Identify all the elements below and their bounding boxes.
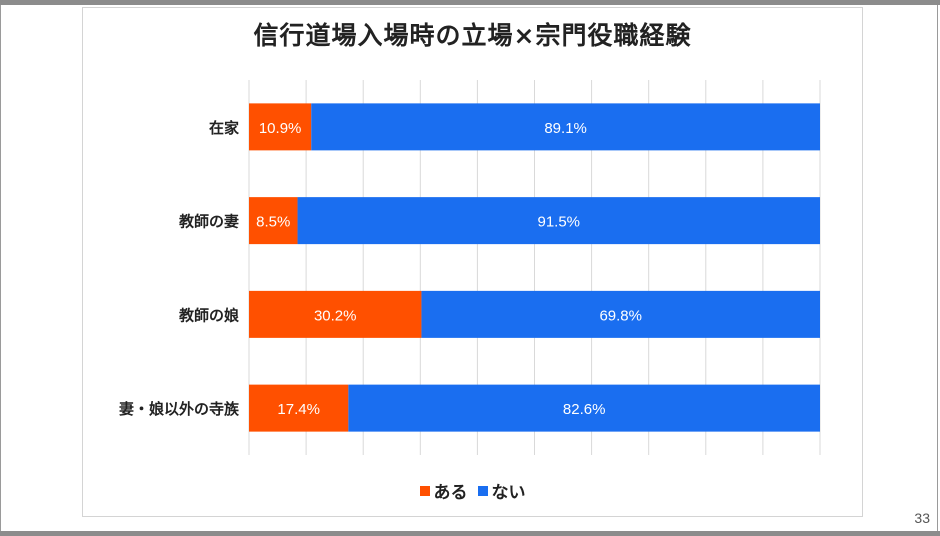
chart-frame bbox=[82, 7, 863, 517]
data-label: 17.4% bbox=[277, 401, 320, 418]
legend-item-nai: ない bbox=[477, 478, 526, 503]
legend: ある ない bbox=[82, 478, 863, 503]
category-label: 教師の娘 bbox=[178, 306, 240, 324]
category-label: 教師の妻 bbox=[178, 213, 239, 231]
bar-segment-nai bbox=[348, 384, 820, 432]
bar-segment-aru bbox=[249, 197, 298, 245]
legend-label-nai: ない bbox=[491, 483, 526, 503]
chart-title: 信行道場入場時の立場×宗門役職経験 bbox=[253, 21, 692, 50]
bar-segment-nai bbox=[311, 103, 820, 151]
bar-segment-aru bbox=[249, 384, 349, 432]
page-number: 33 bbox=[914, 510, 930, 526]
data-label: 8.5% bbox=[256, 214, 290, 231]
data-label: 89.1% bbox=[544, 120, 587, 137]
bar-segment-aru bbox=[249, 103, 312, 151]
legend-item-aru: ある bbox=[419, 478, 468, 503]
slide-top-bar bbox=[0, 0, 940, 5]
bar-segment-nai bbox=[297, 197, 820, 245]
slide-bottom-bar bbox=[0, 531, 940, 536]
legend-swatch-nai bbox=[477, 485, 488, 496]
data-label: 30.2% bbox=[314, 307, 357, 324]
bar-segment-nai bbox=[421, 290, 820, 338]
data-label: 69.8% bbox=[599, 307, 642, 324]
data-label: 82.6% bbox=[563, 401, 606, 418]
legend-swatch-aru bbox=[419, 485, 430, 496]
legend-label-aru: ある bbox=[433, 483, 468, 503]
category-label: 在家 bbox=[209, 119, 239, 137]
data-label: 10.9% bbox=[259, 120, 302, 137]
category-label: 妻・娘以外の寺族 bbox=[119, 400, 240, 418]
bar-segment-aru bbox=[249, 290, 422, 338]
data-label: 91.5% bbox=[537, 214, 580, 231]
